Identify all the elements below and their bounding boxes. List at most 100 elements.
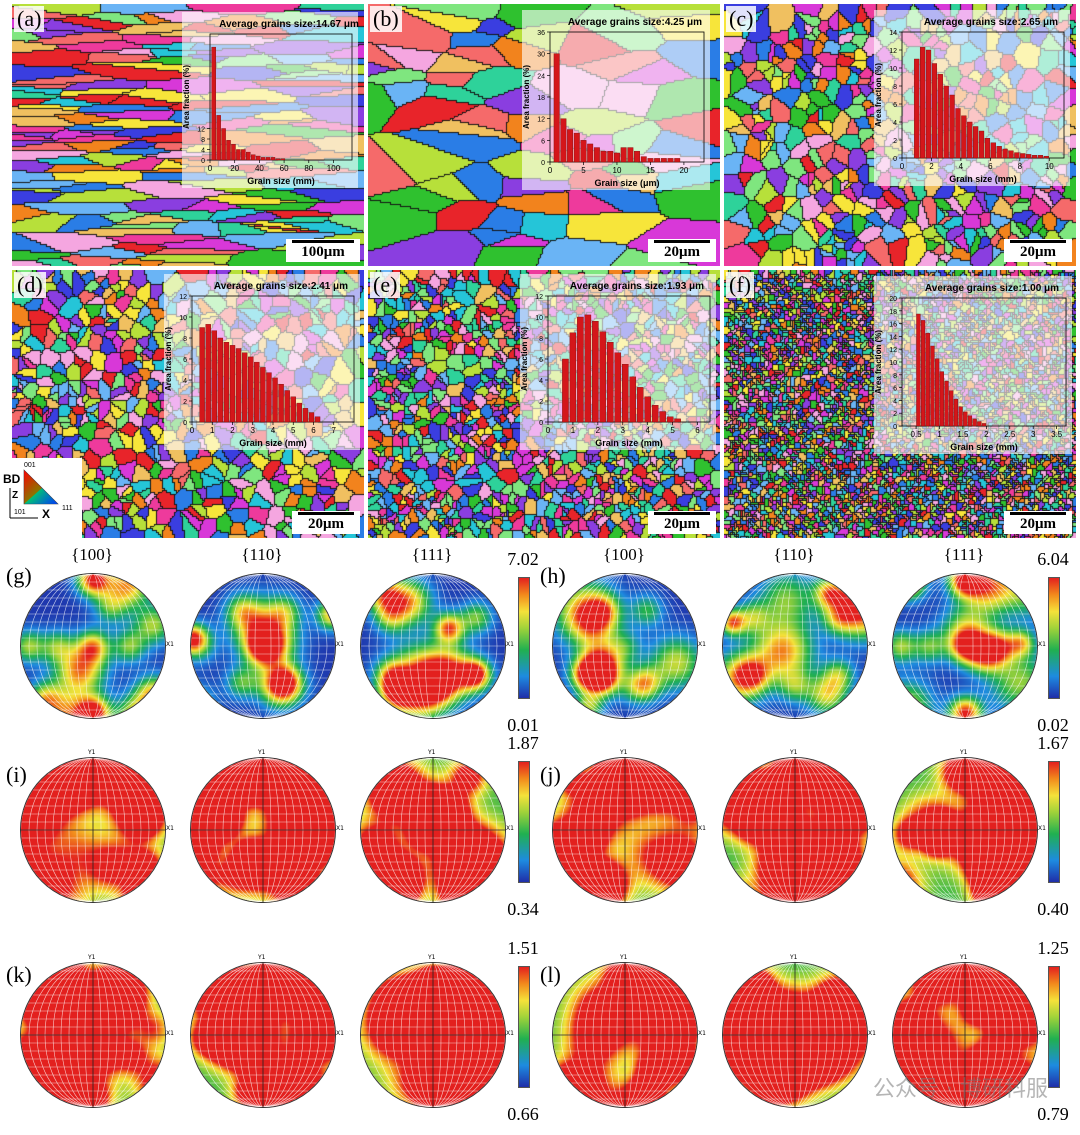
- histogram-svg: 0 5 10 15 20 0 6 12 18 24 30 36 Average grains size:…: [522, 10, 710, 190]
- y-tick-label: 6: [893, 386, 897, 393]
- histogram-bar: [1043, 155, 1049, 159]
- pole-figure-grid: [893, 963, 1037, 1107]
- histogram-bar: [944, 380, 949, 427]
- grain-size-histogram: 0 2 4 6 8 10 0 2 4 6 8 10 12 14 Average grains size:2.…: [874, 10, 1070, 186]
- y-tick-label: 10: [179, 315, 187, 322]
- scale-bar: 20μm: [1004, 511, 1072, 534]
- histogram-bar: [560, 118, 567, 163]
- y-tick-label: 12: [889, 48, 897, 55]
- y-tick-label: 6: [539, 357, 543, 364]
- pole-axis-y-tag: Y1: [258, 749, 266, 756]
- pole-axis-x-tag: X1: [868, 641, 876, 648]
- pole-figure: [722, 757, 868, 903]
- x-tick-label: 6: [311, 426, 316, 435]
- y-tick-label: 10: [535, 315, 543, 322]
- y-tick-label: 6: [541, 138, 545, 145]
- histogram-bar: [674, 418, 681, 423]
- histogram-svg: 0 20 40 60 80 100 0 4 8 12 Average grains size:14.…: [182, 12, 359, 188]
- intensity-colorbar: [518, 966, 530, 1088]
- histogram-bar: [217, 337, 224, 423]
- pole-axis-y-tag: Y1: [620, 954, 628, 961]
- intensity-colorbar: [1048, 577, 1060, 699]
- y-tick-label: 8: [201, 137, 205, 144]
- histogram-bar: [314, 416, 321, 423]
- x-tick-label: 5: [291, 426, 296, 435]
- y-tick-label: 12: [537, 117, 545, 124]
- y-tick-label: 30: [537, 52, 545, 59]
- x-tick-label: 2: [984, 430, 989, 439]
- histogram-bar: [667, 158, 674, 163]
- scale-bar: 20μm: [648, 239, 716, 262]
- y-tick-label: 36: [537, 30, 545, 37]
- y-tick-label: 10: [889, 360, 897, 367]
- pole-figure-grid: [191, 574, 335, 718]
- histogram-bar: [972, 418, 977, 427]
- colorbar-max-label: 1.25: [1037, 938, 1069, 958]
- x-tick-label: 3: [251, 426, 256, 435]
- histogram-bar: [644, 396, 651, 423]
- pole-axis-x-tag: X1: [506, 641, 514, 648]
- pole-axis-x-tag: X1: [868, 1030, 876, 1037]
- histogram-bar: [223, 341, 230, 423]
- ipf-triangle-blue: [24, 488, 58, 504]
- pole-figure: [552, 962, 698, 1108]
- scale-bar-label: 20μm: [664, 244, 700, 260]
- pole-figure-grid: [21, 963, 165, 1107]
- pole-axis-y-tag: Y1: [88, 749, 96, 756]
- x-tick-label: 4: [959, 162, 964, 171]
- histogram-bar: [275, 158, 281, 161]
- histogram-bar: [577, 316, 584, 423]
- histogram-bar: [584, 314, 592, 423]
- pole-figure: [892, 757, 1038, 903]
- scale-bar-label: 20μm: [664, 516, 700, 532]
- pole-figure-grid: [893, 758, 1037, 902]
- grain-size-histogram: 0 20 40 60 80 100 0 4 8 12 Average grains size:14.…: [182, 12, 359, 188]
- x-tick-label: 0: [208, 164, 213, 173]
- pole-axis-y-tag: Y1: [258, 954, 266, 961]
- x-tick-label: 1: [210, 426, 215, 435]
- colorbar-max-label: 1.51: [507, 938, 539, 958]
- x-tick-label: 2.5: [1004, 430, 1016, 439]
- histogram-bar: [930, 345, 935, 427]
- pole-figure-grid: [191, 963, 335, 1107]
- x-axis-label: Grain size (mm): [247, 176, 315, 186]
- histogram-bar: [614, 352, 622, 423]
- histogram-title: Average grains size:2.65 μm: [924, 17, 1058, 28]
- histogram-bar: [290, 396, 296, 423]
- intensity-colorbar: [1048, 966, 1060, 1088]
- ipf-001-label: 001: [24, 462, 36, 469]
- watermark: 公众号 · 博研科服: [873, 1077, 1048, 1102]
- scale-bar-line: [1010, 240, 1066, 243]
- histogram-bar: [977, 421, 982, 427]
- histogram-bar: [949, 390, 954, 427]
- histogram-svg: 0 2 4 6 8 10 0 2 4 6 8 10 12 14 Average grains size:2.…: [874, 10, 1070, 186]
- panel-label: (b): [370, 6, 402, 32]
- histogram-bar: [973, 126, 979, 159]
- x-tick-label: 0: [190, 426, 195, 435]
- histogram-bar: [920, 320, 926, 427]
- histogram-bar: [640, 156, 647, 163]
- x-tick-label: 0.5: [910, 430, 922, 439]
- pole-figure-grid: [21, 758, 165, 902]
- pole-figure: [190, 962, 336, 1108]
- pole-axis-x-tag: X1: [506, 1030, 514, 1037]
- histogram-bar: [229, 345, 236, 423]
- y-tick-label: 6: [183, 357, 187, 364]
- x-tick-label: 3: [1031, 430, 1036, 439]
- x-axis-label: Grain size (mm): [950, 442, 1018, 452]
- x-tick-label: 6: [988, 162, 993, 171]
- x-tick-label: 60: [280, 164, 289, 173]
- histogram-bar: [226, 140, 231, 161]
- pole-axis-y-tag: Y1: [428, 954, 436, 961]
- pole-figure: [892, 962, 1038, 1108]
- pole-figure-grid: [21, 574, 165, 718]
- colorbar-min-label: 0.66: [507, 1104, 539, 1124]
- pole-figure-title: {111}: [943, 545, 985, 564]
- histogram-bar: [634, 150, 640, 163]
- pole-axis-x-tag: X1: [336, 641, 344, 648]
- histogram-bar: [1002, 148, 1008, 159]
- y-tick-label: 12: [535, 294, 543, 301]
- x-tick-label: 3: [621, 426, 626, 435]
